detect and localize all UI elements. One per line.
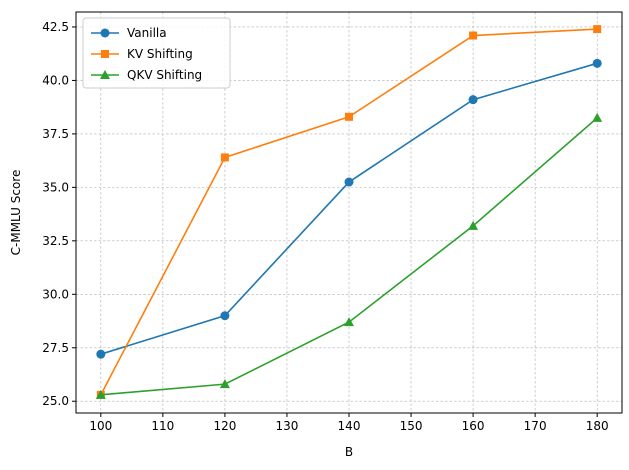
y-tick-label: 35.0 bbox=[42, 180, 69, 194]
y-tick-label: 37.5 bbox=[42, 127, 69, 141]
data-point-qkv-shifting bbox=[95, 389, 106, 399]
legend-marker bbox=[101, 50, 109, 58]
data-point-qkv-shifting bbox=[592, 112, 603, 122]
y-tick-label: 32.5 bbox=[42, 234, 69, 248]
x-axis-label: B bbox=[345, 445, 353, 459]
y-tick-label: 27.5 bbox=[42, 341, 69, 355]
series-qkv-shifting bbox=[95, 112, 603, 399]
data-point-vanilla bbox=[468, 95, 478, 105]
legend-item-qkv-shifting: QKV Shifting bbox=[91, 68, 202, 82]
data-point-vanilla bbox=[96, 349, 106, 359]
series-layer bbox=[95, 25, 603, 399]
legend-item-kv-shifting: KV Shifting bbox=[91, 47, 193, 61]
legend: Vanilla KV Shifting QKV Shifting bbox=[82, 17, 231, 89]
legend-marker bbox=[100, 70, 110, 79]
data-point-qkv-shifting bbox=[219, 379, 230, 389]
data-point-vanilla bbox=[344, 177, 354, 187]
legend-item-vanilla: Vanilla bbox=[91, 26, 167, 40]
data-point-kv-shifting bbox=[345, 112, 353, 121]
legend-marker bbox=[100, 28, 110, 38]
x-tick-label: 180 bbox=[586, 419, 609, 433]
data-point-kv-shifting bbox=[469, 31, 478, 40]
y-tick-label: 30.0 bbox=[42, 287, 69, 301]
ticks: 100 110 120 130 140 150 160 170 180 25.0 27.5 30.0 3… bbox=[42, 20, 608, 433]
y-tick-label: 25.0 bbox=[42, 394, 69, 408]
data-point-qkv-shifting bbox=[344, 317, 354, 327]
y-tick-label: 42.5 bbox=[42, 20, 69, 34]
legend-label: Vanilla bbox=[127, 26, 167, 40]
data-point-vanilla bbox=[592, 58, 602, 68]
legend-frame bbox=[82, 17, 231, 89]
x-tick-label: 170 bbox=[524, 419, 547, 433]
x-tick-label: 150 bbox=[400, 419, 423, 433]
x-tick-label: 160 bbox=[462, 419, 485, 433]
series-vanilla bbox=[96, 58, 602, 359]
x-tick-label: 130 bbox=[276, 419, 299, 433]
legend-label: QKV Shifting bbox=[127, 68, 202, 82]
data-point-vanilla bbox=[220, 311, 230, 321]
y-tick-label: 40.0 bbox=[42, 73, 69, 87]
legend-label: KV Shifting bbox=[127, 47, 193, 61]
x-tick-label: 110 bbox=[151, 419, 174, 433]
data-point-qkv-shifting bbox=[468, 220, 479, 230]
data-point-kv-shifting bbox=[220, 153, 229, 162]
x-tick-label: 120 bbox=[213, 419, 236, 433]
data-point-kv-shifting bbox=[593, 25, 602, 34]
x-tick-label: 100 bbox=[89, 419, 112, 433]
x-tick-label: 140 bbox=[338, 419, 361, 433]
y-axis-label: C-MMLU Score bbox=[9, 170, 23, 256]
